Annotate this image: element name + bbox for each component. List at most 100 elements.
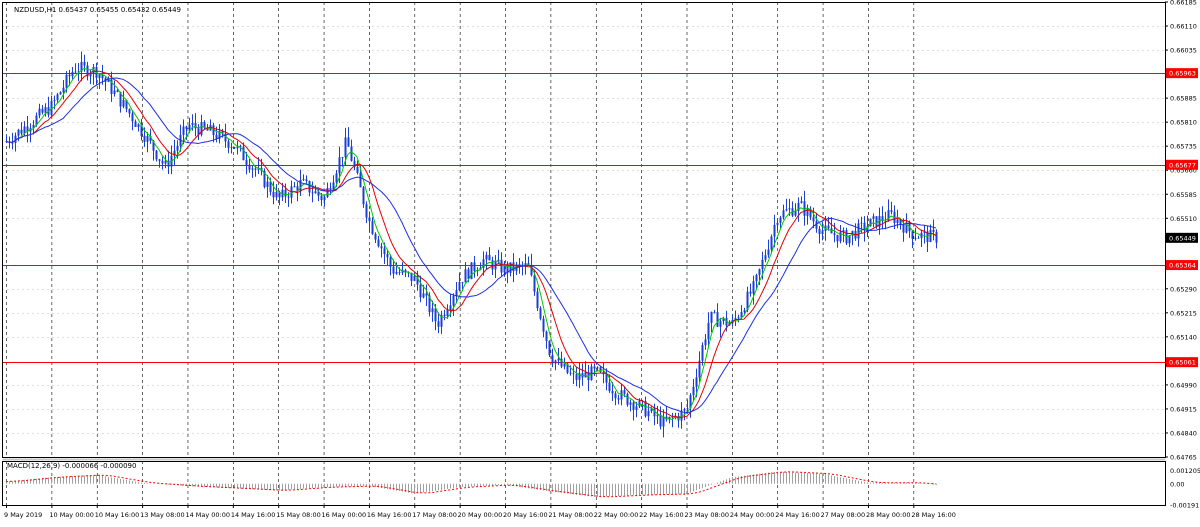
candle-body [572, 373, 575, 375]
candle-body [662, 416, 665, 427]
candle-body [296, 186, 299, 191]
candle-body [785, 209, 788, 211]
candle-body [38, 108, 41, 116]
candle-body [17, 129, 20, 136]
price-tick-label: 0.66035 [1170, 47, 1197, 55]
candle-body [245, 160, 248, 165]
candle-body [836, 234, 839, 242]
candle-body [398, 271, 401, 273]
candle-body [500, 259, 503, 273]
candle-body [239, 145, 242, 147]
candle-body [224, 133, 227, 142]
time-axis: 9 May 2019 10 May 00:00 10 May 16:00 13 May… [4, 505, 956, 519]
candle-body [605, 374, 608, 383]
candle-body [311, 192, 314, 194]
macd-panel [5, 471, 937, 498]
candle-body [491, 260, 494, 270]
price-tick-label: 0.66110 [1170, 23, 1197, 31]
candle-body [389, 257, 392, 267]
time-tick-label: 23 May 08:00 [684, 511, 729, 519]
candle-body [710, 311, 713, 323]
candle-body [371, 221, 374, 234]
candle-body [482, 259, 485, 268]
candle-body [629, 402, 632, 405]
candle-body [815, 221, 818, 229]
candle-body [122, 100, 125, 107]
candle-body [134, 121, 137, 127]
candle-body [269, 181, 272, 192]
candle-body [782, 210, 785, 218]
candle-body [458, 281, 461, 291]
candle-body [614, 393, 617, 399]
candle-body [707, 322, 710, 340]
candle-body [557, 358, 560, 361]
candle-body [488, 255, 491, 261]
level-price-tag [1166, 68, 1198, 79]
candle-body [98, 74, 101, 78]
candle-body [155, 150, 158, 160]
candle-body [740, 312, 743, 318]
candle-body [890, 210, 893, 212]
candle-body [59, 92, 62, 95]
candle-body [656, 414, 659, 417]
candle-body [746, 291, 749, 311]
candle-body [218, 130, 221, 139]
candle-body [203, 122, 206, 128]
candle-body [113, 90, 116, 95]
candle-body [770, 236, 773, 250]
candle-body [23, 126, 26, 134]
time-tick-label: 20 May 16:00 [503, 511, 548, 519]
current-price-tag [1166, 232, 1198, 243]
time-tick-label: 22 May 00:00 [594, 511, 639, 519]
candle-body [869, 218, 872, 227]
candle-body [386, 254, 389, 258]
candle-body [332, 182, 335, 190]
candle-body [176, 145, 179, 151]
candle-body [758, 269, 761, 276]
candle-body [578, 373, 581, 380]
time-tick-label: 28 May 00:00 [866, 511, 911, 519]
candle-body [872, 216, 875, 219]
candle-body [56, 94, 59, 101]
candle-body [617, 398, 620, 400]
candle-body [137, 124, 140, 127]
level-price-label: 0.65061 [1169, 359, 1196, 367]
candle-body [11, 142, 14, 144]
candle-body [101, 74, 104, 79]
candle-body [464, 269, 467, 283]
candle-body [347, 137, 350, 147]
candle-body [191, 123, 194, 126]
candle-body [887, 210, 890, 221]
symbol-header: NZDUSD,H1 0.65437 0.65455 0.65432 0.6544… [14, 6, 181, 14]
candle-body [833, 233, 836, 235]
candle-body [65, 74, 68, 88]
candle-body [686, 408, 689, 410]
candle-body [905, 222, 908, 233]
candle-body [827, 225, 830, 229]
candle-body [812, 217, 815, 222]
candle-body [533, 275, 536, 292]
candle-body [344, 137, 347, 157]
candle-body [119, 91, 122, 107]
candle-body [650, 408, 653, 412]
candle-body [632, 402, 635, 410]
candle-body [917, 237, 920, 239]
candle-body [554, 360, 557, 364]
candle-body [212, 125, 215, 135]
candle-body [317, 191, 320, 196]
candle-body [839, 232, 842, 242]
candle-body [146, 135, 149, 142]
candle-body [551, 355, 554, 364]
candle-body [569, 372, 572, 374]
main-pane-frame [2, 2, 1166, 458]
candle-body [635, 406, 638, 410]
candle-body [935, 231, 938, 243]
candle-body [884, 220, 887, 222]
candle-body [233, 147, 236, 149]
candle-body [287, 196, 290, 198]
candle-body [881, 216, 884, 221]
candle-body [860, 222, 863, 224]
candle-body [50, 100, 53, 115]
candle-body [251, 168, 254, 170]
current-price-label: 0.65449 [1169, 234, 1196, 242]
